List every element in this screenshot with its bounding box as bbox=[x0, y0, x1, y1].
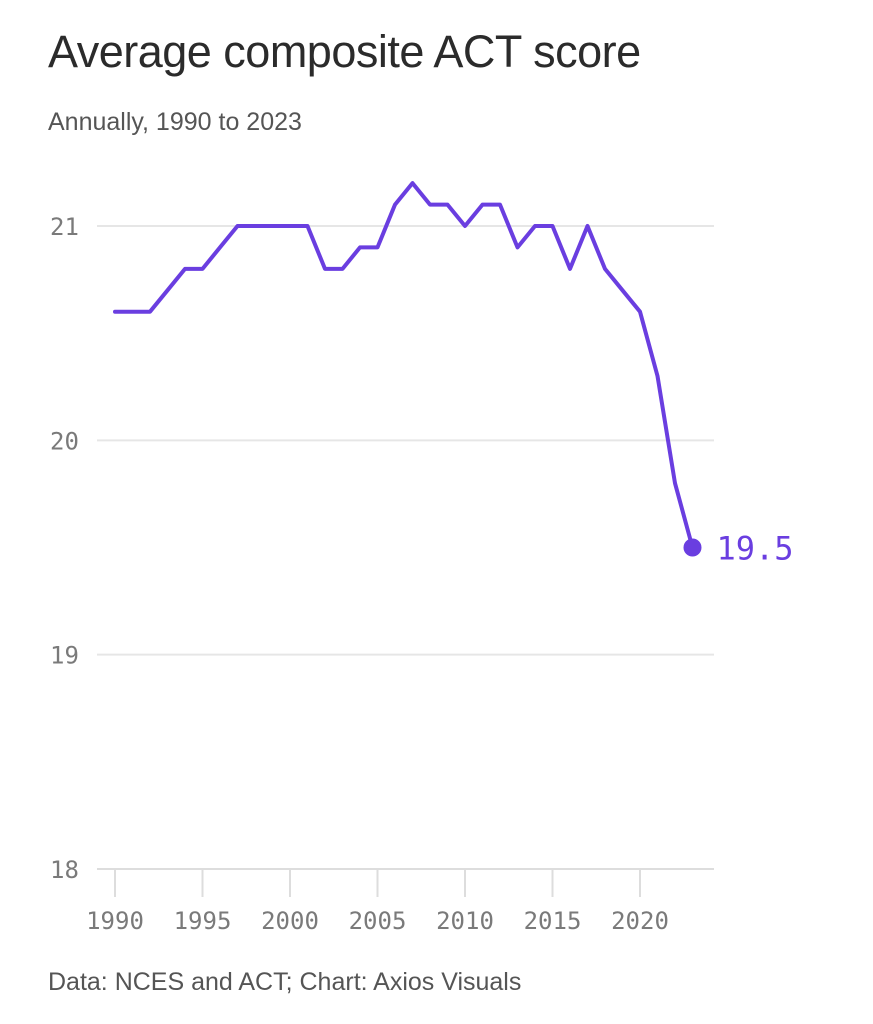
x-tick-label: 2015 bbox=[524, 907, 582, 935]
x-tick-label: 2000 bbox=[261, 907, 319, 935]
x-tick-label: 1995 bbox=[174, 907, 232, 935]
x-tick-label: 2005 bbox=[349, 907, 407, 935]
series-line bbox=[113, 181, 695, 550]
y-tick-label: 20 bbox=[50, 427, 79, 455]
end-value-label: 19.5 bbox=[717, 530, 794, 568]
line-chart: 18 19 20 21 1990 1995 2000 2005 2010 2015 2020 19.5 bbox=[50, 181, 794, 935]
y-tick-label: 19 bbox=[50, 642, 79, 670]
chart-title: Average composite ACT score bbox=[48, 26, 641, 77]
end-point bbox=[683, 538, 702, 557]
chart-source: Data: NCES and ACT; Chart: Axios Visuals bbox=[48, 968, 522, 996]
chart-subtitle: Annually, 1990 to 2023 bbox=[48, 108, 302, 136]
y-tick-label: 18 bbox=[50, 856, 79, 884]
x-tick-label: 2020 bbox=[611, 907, 669, 935]
x-tick-label: 1990 bbox=[86, 907, 144, 935]
x-tick-label: 2010 bbox=[436, 907, 494, 935]
y-tick-label: 21 bbox=[50, 213, 79, 241]
